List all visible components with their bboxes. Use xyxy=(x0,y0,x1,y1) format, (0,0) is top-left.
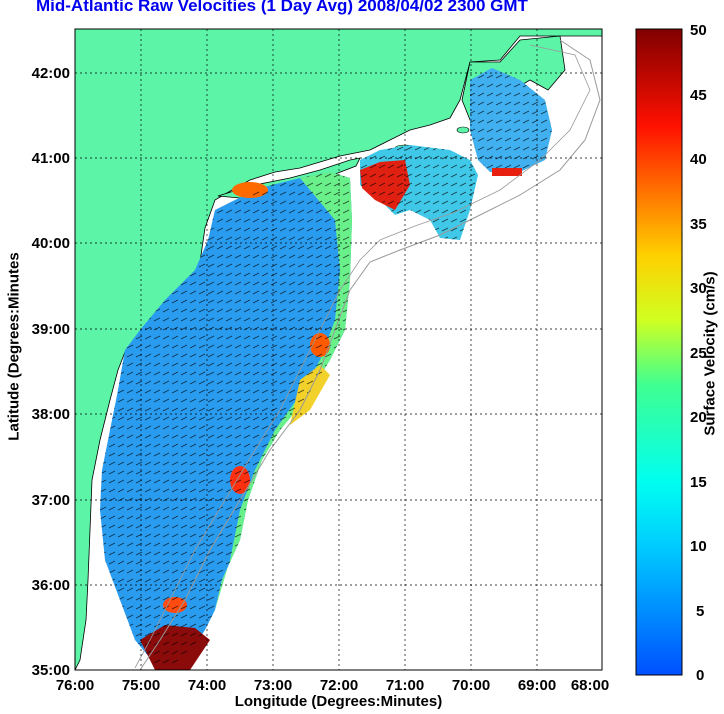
x-tick-label: 74:00 xyxy=(188,677,226,694)
colorbar-tick-label: 35 xyxy=(690,216,707,233)
colorbar-tick-label: 40 xyxy=(690,151,707,168)
y-tick-label: 39:00 xyxy=(32,321,70,338)
velocity-arrows xyxy=(360,68,552,240)
y-tick-labels: 42:00 41:00 40:00 39:00 38:00 37:00 36:0… xyxy=(32,65,70,679)
grid xyxy=(75,29,602,670)
x-tick-label: 75:00 xyxy=(122,677,160,694)
x-tick-label: 69:00 xyxy=(518,677,556,694)
y-tick-label: 40:00 xyxy=(32,235,70,252)
y-tick-label: 38:00 xyxy=(32,406,70,423)
colorbar-tick-label: 45 xyxy=(690,87,707,104)
colorbar-tick-label: 25 xyxy=(690,345,707,362)
colorbar-tick-label: 50 xyxy=(690,22,707,39)
colorbar-tick-label: 5 xyxy=(696,603,704,620)
map-frame xyxy=(74,28,603,671)
colorbar-tick-label: 20 xyxy=(690,409,707,426)
y-tick-label: 42:00 xyxy=(32,65,70,82)
x-axis-label: Longitude (Degrees:Minutes) xyxy=(234,693,443,710)
x-tick-label: 68:00 xyxy=(571,677,609,694)
colorbar-tick-label: 0 xyxy=(696,667,704,684)
colorbar-ticks: 50 45 40 35 30 25 20 15 10 5 0 xyxy=(690,22,707,684)
y-tick-label: 35:00 xyxy=(32,662,70,679)
colorbar-tick-label: 15 xyxy=(690,474,707,491)
bathymetry-contour xyxy=(134,44,591,669)
bathymetry-contour xyxy=(139,39,601,670)
map-title: Mid-Atlantic Raw Velocities (1 Day Avg) … xyxy=(36,0,528,15)
colorbar-tick-label: 30 xyxy=(690,280,707,297)
x-tick-label: 73:00 xyxy=(254,677,292,694)
colorbar xyxy=(635,28,683,676)
y-tick-label: 41:00 xyxy=(32,150,70,167)
x-tick-label: 71:00 xyxy=(386,677,424,694)
y-tick-label: 37:00 xyxy=(32,492,70,509)
x-tick-label: 70:00 xyxy=(452,677,490,694)
colorbar-tick-label: 10 xyxy=(690,538,707,555)
x-tick-label: 76:00 xyxy=(56,677,94,694)
y-tick-label: 36:00 xyxy=(32,577,70,594)
velocity-arrows xyxy=(100,172,352,670)
x-tick-labels: 76:00 75:00 74:00 73:00 72:00 71:00 70:0… xyxy=(56,677,609,694)
x-tick-label: 72:00 xyxy=(320,677,358,694)
island xyxy=(456,126,470,134)
